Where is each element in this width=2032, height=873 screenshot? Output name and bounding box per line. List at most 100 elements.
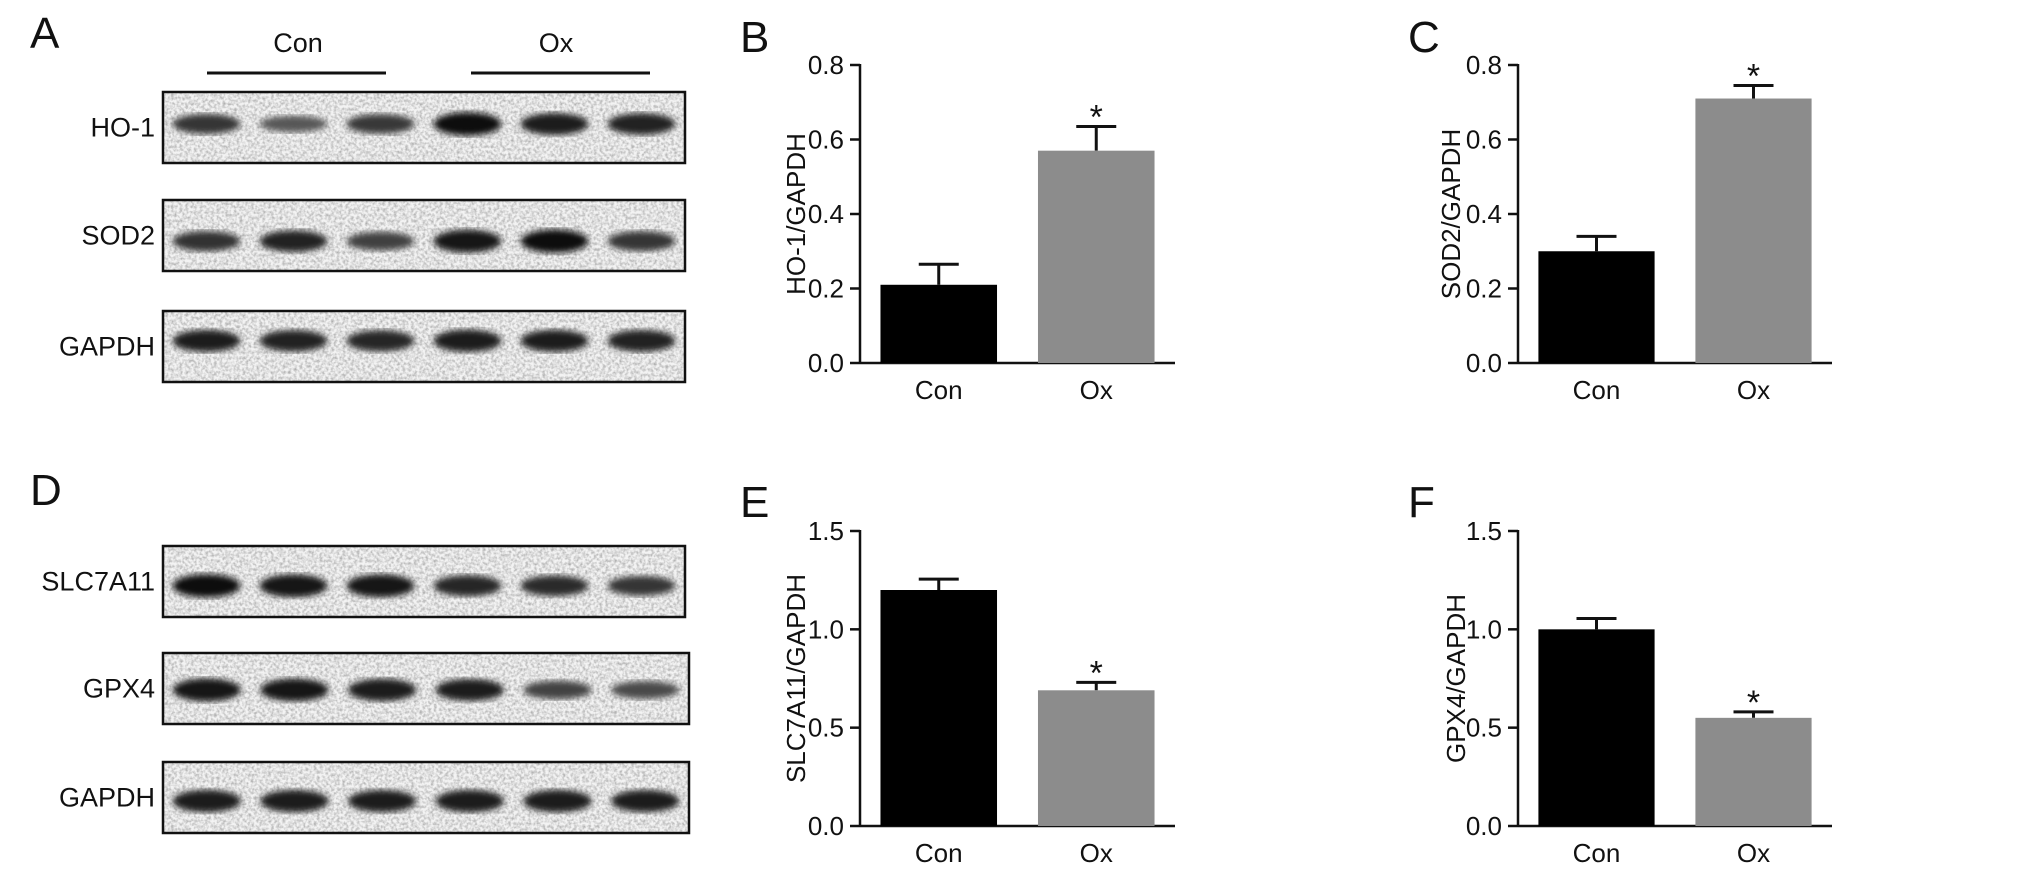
y-tick-label-e-1: 0.5 bbox=[808, 713, 844, 743]
blot-band-D-2-2 bbox=[347, 790, 417, 813]
blot-band-A-0-4 bbox=[520, 113, 589, 135]
blot-band-A-1-5 bbox=[607, 231, 676, 252]
blot-border-D-0 bbox=[161, 544, 687, 619]
blot-band-A-1-3 bbox=[433, 229, 502, 253]
blot-texture-A-1 bbox=[163, 200, 685, 271]
blot-border-D-2 bbox=[161, 760, 691, 835]
blot-band-D-1-2 bbox=[347, 678, 417, 702]
y-tick-label-f-2: 1.0 bbox=[1466, 614, 1502, 644]
blot-band-D-0-0 bbox=[172, 574, 241, 598]
y-tick-label-f-1: 0.5 bbox=[1466, 713, 1502, 743]
y-tick-label-b-4: 0.8 bbox=[808, 50, 844, 80]
panel-letter-e: E bbox=[740, 478, 769, 527]
y-tick-label-e-0: 0.0 bbox=[808, 811, 844, 841]
blot-band-A-2-5 bbox=[607, 329, 676, 352]
blot-label-A-1: SOD2 bbox=[81, 221, 155, 251]
x-tick-label-e-1: Ox bbox=[1080, 838, 1113, 868]
blot-band-D-1-3 bbox=[435, 678, 505, 701]
blot-label-A-2: GAPDH bbox=[59, 332, 155, 362]
group-label-con: Con bbox=[273, 28, 323, 58]
chart-b-ho1: B 0.0 0.2 0.4 0.6 0.8 HO-1/GAPDH Con Ox * bbox=[740, 13, 1175, 405]
bar-b-con bbox=[880, 284, 998, 363]
bar-f-con bbox=[1538, 629, 1655, 826]
blot-band-A-0-1 bbox=[259, 115, 328, 133]
blot-label-D-0: SLC7A11 bbox=[41, 567, 155, 597]
blot-row-D-0: SLC7A11 bbox=[41, 544, 687, 619]
blot-row-A-2: GAPDH bbox=[59, 309, 687, 384]
panel-letter-c: C bbox=[1408, 13, 1440, 62]
blot-row-A-0: HO-1 bbox=[90, 90, 687, 165]
x-tick-label-b-1: Ox bbox=[1080, 375, 1113, 405]
significance-marker-c-1: * bbox=[1747, 57, 1760, 95]
panel-d: D SLC7A11 GPX4 GAPDH bbox=[30, 466, 691, 835]
blot-band-D-2-1 bbox=[260, 789, 329, 813]
x-tick-label-e-0: Con bbox=[915, 838, 963, 868]
blot-row-A-1: SOD2 bbox=[81, 198, 687, 273]
y-tick-label-b-3: 0.6 bbox=[808, 125, 844, 155]
blot-border-A-0 bbox=[161, 90, 687, 165]
blot-texture-A-2 bbox=[163, 311, 685, 382]
panel-letter-f: F bbox=[1408, 478, 1435, 527]
blot-border-A-1 bbox=[161, 198, 687, 273]
y-axis-title-c: SOD2/GAPDH bbox=[1436, 129, 1466, 300]
blot-band-D-2-4 bbox=[523, 789, 592, 813]
y-tick-label-f-0: 0.0 bbox=[1466, 811, 1502, 841]
y-tick-label-e-3: 1.5 bbox=[808, 516, 844, 546]
blot-band-A-2-2 bbox=[346, 330, 415, 352]
y-tick-label-b-0: 0.0 bbox=[808, 348, 844, 378]
y-tick-label-c-0: 0.0 bbox=[1466, 348, 1502, 378]
blot-texture-D-2 bbox=[163, 762, 689, 833]
blot-label-D-2: GAPDH bbox=[59, 783, 155, 813]
group-header-a: Con Ox bbox=[207, 28, 650, 75]
blot-band-A-2-0 bbox=[172, 329, 241, 352]
y-axis-title-b: HO-1/GAPDH bbox=[781, 133, 811, 295]
blot-band-A-2-4 bbox=[520, 329, 589, 352]
x-tick-label-b-0: Con bbox=[915, 375, 963, 405]
blot-band-A-1-1 bbox=[259, 230, 328, 252]
y-tick-label-e-2: 1.0 bbox=[808, 614, 844, 644]
chart-c-sod2: C 0.0 0.2 0.4 0.6 0.8 SOD2/GAPDH Con Ox * bbox=[1408, 13, 1832, 405]
blot-band-D-2-5 bbox=[610, 790, 680, 813]
blot-label-A-0: HO-1 bbox=[90, 113, 155, 143]
blot-band-D-0-3 bbox=[433, 575, 502, 597]
blot-row-D-1: GPX4 bbox=[83, 651, 691, 726]
blot-band-D-0-1 bbox=[259, 574, 328, 598]
blot-band-D-0-4 bbox=[520, 575, 589, 597]
y-tick-label-c-2: 0.4 bbox=[1466, 199, 1502, 229]
blot-band-D-1-0 bbox=[172, 678, 242, 702]
bar-c-ox bbox=[1695, 98, 1812, 364]
panel-letter-a: A bbox=[30, 9, 60, 58]
blot-band-D-1-4 bbox=[523, 680, 592, 700]
y-tick-label-b-2: 0.4 bbox=[808, 199, 844, 229]
blot-band-D-2-0 bbox=[172, 789, 242, 813]
blot-label-D-1: GPX4 bbox=[83, 674, 155, 704]
blot-texture-D-1 bbox=[163, 653, 689, 724]
bar-e-con bbox=[880, 590, 998, 826]
blot-border-D-1 bbox=[161, 651, 691, 726]
bar-b-ox bbox=[1037, 150, 1155, 363]
x-tick-label-f-0: Con bbox=[1573, 838, 1621, 868]
chart-e-slc7a11: E 0.0 0.5 1.0 1.5 SLC7A11/GAPDH Con Ox * bbox=[740, 478, 1175, 868]
panel-a: A Con Ox HO-1 SOD2 GAPDH bbox=[30, 9, 687, 384]
y-tick-label-b-1: 0.2 bbox=[808, 274, 844, 304]
bar-f-ox bbox=[1695, 717, 1812, 826]
panel-letter-d: D bbox=[30, 466, 62, 515]
blot-band-D-2-3 bbox=[435, 789, 505, 813]
y-axis-title-e: SLC7A11/GAPDH bbox=[781, 574, 811, 783]
blot-band-A-1-2 bbox=[346, 231, 415, 251]
blot-band-A-0-3 bbox=[433, 112, 502, 136]
blot-band-D-1-1 bbox=[260, 678, 329, 702]
blot-texture-D-0 bbox=[163, 546, 685, 617]
blot-band-A-0-2 bbox=[346, 114, 415, 134]
blot-band-A-1-0 bbox=[172, 231, 241, 252]
significance-marker-b-1: * bbox=[1090, 98, 1103, 136]
significance-marker-e-1: * bbox=[1090, 654, 1103, 692]
blot-band-D-1-5 bbox=[610, 681, 680, 699]
y-tick-label-c-4: 0.8 bbox=[1466, 50, 1502, 80]
blot-band-A-1-4 bbox=[520, 229, 589, 253]
x-tick-label-c-0: Con bbox=[1573, 375, 1621, 405]
blot-band-D-0-5 bbox=[607, 575, 676, 596]
panel-letter-b: B bbox=[740, 13, 769, 62]
blot-texture-A-0 bbox=[163, 92, 685, 163]
